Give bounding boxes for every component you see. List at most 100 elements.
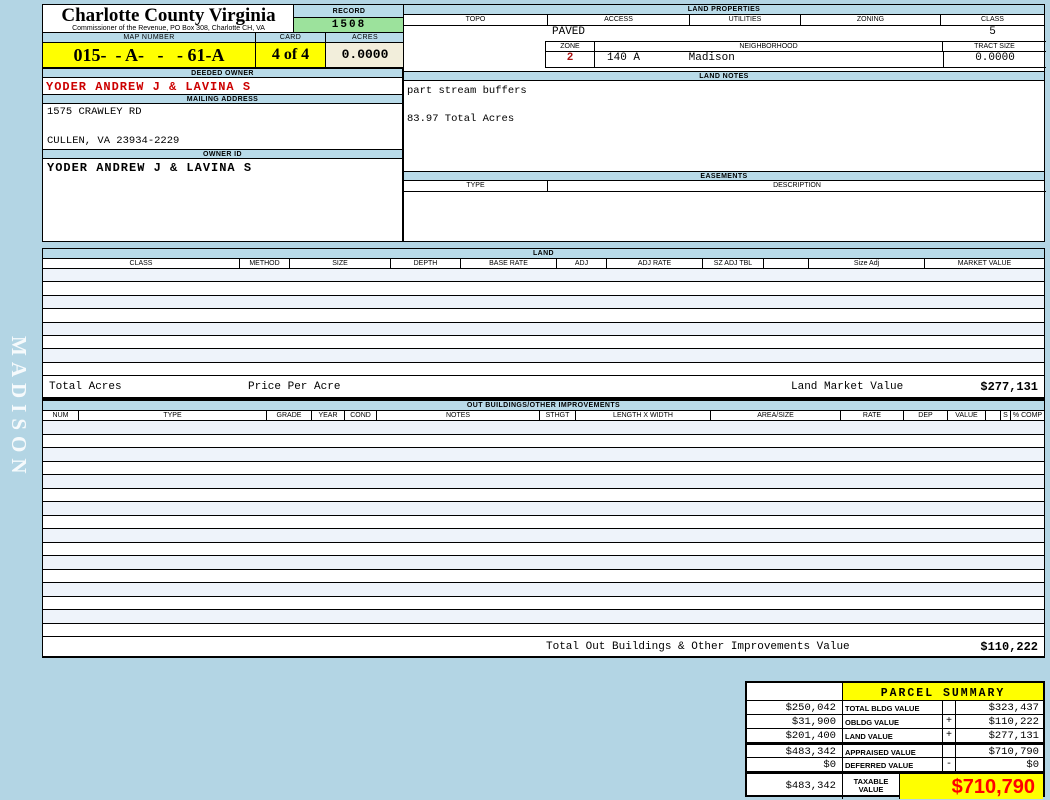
land-size-header: SIZE [290, 259, 391, 268]
outbuildings-empty-row [43, 556, 1044, 570]
land-value-label: LAND VALUE [843, 729, 943, 743]
commissioner-line: Commissioner of the Revenue, PO Box 308,… [72, 25, 265, 32]
class-header: CLASS [981, 16, 1004, 23]
ob-rate-header: RATE [841, 411, 904, 420]
appraised-label: APPRAISED VALUE [843, 743, 943, 758]
land-method-header: METHOD [240, 259, 290, 268]
ob-pct-comp-header: % COMP [1012, 412, 1043, 419]
neighborhood-value: 140 A Madison [595, 52, 943, 67]
deferred-value: $0 [956, 758, 1043, 772]
appraised-left-value: $483,342 [747, 743, 843, 758]
land-market-value-label: Land Market Value [791, 381, 904, 393]
outbuildings-empty-row [43, 489, 1044, 502]
outbuildings-empty-row [43, 435, 1044, 448]
land-table-body [43, 269, 1044, 376]
owner-id-value: YODER ANDREW J & LAVINA S [47, 161, 253, 175]
parcel-summary-blank-cell [747, 683, 843, 701]
land-properties-title: LAND PROPERTIES [404, 5, 1044, 15]
outbuildings-empty-row [43, 543, 1044, 556]
land-base-rate-header: BASE RATE [461, 259, 557, 268]
out-buildings-body [43, 421, 1044, 637]
obldg-op: + [943, 715, 956, 729]
ob-area-size-header: AREA/SIZE [711, 411, 841, 420]
out-buildings-total-value: $110,222 [980, 640, 1038, 654]
tract-size-label: TRACT SIZE [974, 43, 1015, 50]
outbuildings-empty-row [43, 624, 1044, 637]
outbuildings-empty-row [43, 502, 1044, 516]
parcel-summary-title: PARCEL SUMMARY [843, 683, 1043, 701]
owner-panel: Charlotte County Virginia Commissioner o… [42, 4, 404, 242]
outbuildings-empty-row [43, 583, 1044, 597]
ob-grade-header: GRADE [267, 411, 312, 420]
neighborhood-name: Madison [688, 52, 735, 64]
easement-type-header: TYPE [404, 181, 548, 191]
land-empty-row [43, 309, 1044, 323]
land-adj-rate-header: ADJ RATE [607, 259, 703, 268]
map-number-table: MAP NUMBER CARD ACRES 015- - A- - - 61-A… [43, 32, 404, 69]
ob-value-header: VALUE [948, 411, 986, 420]
out-buildings-title: OUT BUILDINGS/OTHER IMPROVEMENTS [43, 401, 1044, 411]
land-properties-headers: TOPO ACCESS UTILITIES ZONING CLASS [404, 15, 1044, 26]
land-table-panel: LAND CLASS METHOD SIZE DEPTH BASE RATE A… [42, 248, 1045, 400]
total-acres-label: Total Acres [49, 381, 122, 393]
outbuildings-empty-row [43, 475, 1044, 489]
map-number-label: MAP NUMBER [43, 33, 256, 42]
utilities-value [690, 26, 801, 41]
land-empty-row [43, 269, 1044, 283]
out-buildings-headers: NUM TYPE GRADE YEAR COND NOTES STHGT LEN… [43, 411, 1044, 421]
land-value-op: + [943, 729, 956, 743]
taxable-value: $710,790 [900, 772, 1043, 799]
deferred-value-row: $0 DEFERRED VALUE - $0 [747, 758, 1043, 772]
acres-value: 0.0000 [326, 43, 404, 67]
outbuildings-empty-row [43, 570, 1044, 583]
outbuildings-empty-row [43, 597, 1044, 610]
ob-dep-header: DEP [904, 411, 948, 420]
land-market-value-header: MARKET VALUE [957, 260, 1012, 267]
outbuildings-empty-row [43, 610, 1044, 624]
record-value: 1508 [294, 18, 404, 32]
ob-num-header: NUM [43, 411, 79, 420]
zone-label: ZONE [546, 42, 595, 51]
taxable-label-line1: TAXABLE [853, 777, 889, 786]
land-sz-adj-tbl-header: SZ ADJ TBL [703, 259, 764, 268]
obldg-value: $110,222 [956, 715, 1043, 729]
card-value: 4 of 4 [256, 43, 326, 67]
ob-s-header: S [1001, 411, 1011, 420]
mailing-address-label: MAILING ADDRESS [43, 94, 402, 104]
land-notes-line1: part stream buffers [407, 85, 527, 97]
land-properties-panel: LAND PROPERTIES TOPO ACCESS UTILITIES ZO… [403, 4, 1046, 242]
land-adj-header: ADJ [557, 259, 607, 268]
ob-sthgt-header: STHGT [540, 411, 576, 420]
ob-cond-header: COND [345, 411, 377, 420]
utilities-header: UTILITIES [690, 15, 801, 25]
land-empty-row [43, 322, 1044, 336]
ob-notes-header: NOTES [377, 411, 540, 420]
topo-value [404, 26, 548, 41]
land-notes-title: LAND NOTES [404, 71, 1044, 81]
price-per-acre-label: Price Per Acre [248, 381, 341, 393]
tract-size-value: 0.0000 [943, 52, 1046, 67]
county-title: Charlotte County Virginia [61, 5, 276, 26]
mailing-address-line2: CULLEN, VA 23934-2229 [47, 135, 180, 147]
total-bldg-left-value: $250,042 [747, 701, 843, 715]
neighborhood-label: NEIGHBORHOOD [595, 42, 943, 51]
appraised-value: $710,790 [956, 743, 1043, 758]
out-buildings-total-row: Total Out Buildings & Other Improvements… [43, 638, 1044, 657]
ob-year-header: YEAR [312, 411, 345, 420]
appraised-value-row: $483,342 APPRAISED VALUE $710,790 [747, 743, 1043, 758]
sidebar-watermark: MADISON [7, 336, 31, 480]
zone-neighborhood-table: ZONE NEIGHBORHOOD TRACT SIZE 2 140 A Mad… [545, 41, 1046, 68]
easements-headers: TYPE DESCRIPTION [404, 181, 1046, 192]
parcel-summary-header-row: PARCEL SUMMARY [747, 683, 1043, 701]
land-depth-header: DEPTH [391, 259, 461, 268]
obldg-left-value: $31,900 [747, 715, 843, 729]
outbuildings-empty-row [43, 516, 1044, 529]
access-header: ACCESS [548, 15, 690, 25]
land-size-adj-header: Size Adj [809, 259, 925, 268]
total-bldg-op [943, 701, 956, 715]
land-value-row: $201,400 LAND VALUE + $277,131 [747, 729, 1043, 743]
deferred-label: DEFERRED VALUE [843, 758, 943, 772]
record-box: RECORD 1508 [293, 5, 404, 32]
land-empty-row [43, 349, 1044, 363]
land-left-value: $201,400 [747, 729, 843, 743]
